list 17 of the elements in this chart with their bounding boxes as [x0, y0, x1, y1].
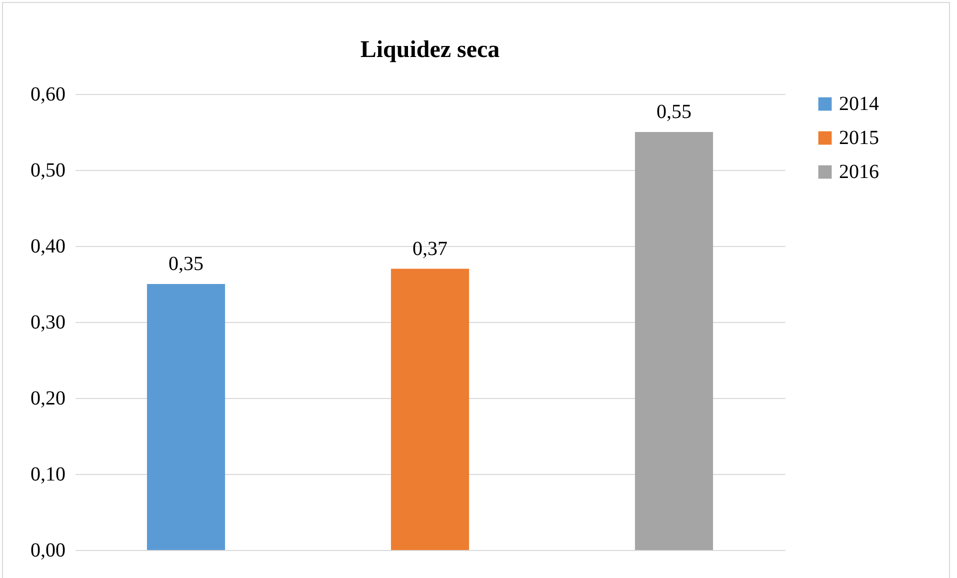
data-label: 0,35 [168, 253, 204, 275]
y-tick-label: 0,50 [30, 160, 66, 182]
bar [146, 284, 226, 550]
legend-label: 2016 [839, 161, 879, 183]
y-tick-label: 0,40 [30, 236, 66, 258]
legend-label: 2015 [839, 127, 879, 149]
data-label: 0,37 [412, 238, 448, 260]
y-tick-label: 0,00 [30, 540, 66, 562]
chart-title: Liquidez seca [360, 37, 500, 63]
bar [634, 132, 714, 550]
legend-label: 2014 [839, 93, 879, 115]
y-tick-label: 0,60 [30, 84, 66, 106]
bar [390, 268, 470, 550]
y-tick-label: 0,20 [30, 388, 66, 410]
data-label: 0,55 [656, 101, 692, 123]
y-tick-label: 0,10 [30, 464, 66, 486]
y-tick-label: 0,30 [30, 312, 66, 334]
